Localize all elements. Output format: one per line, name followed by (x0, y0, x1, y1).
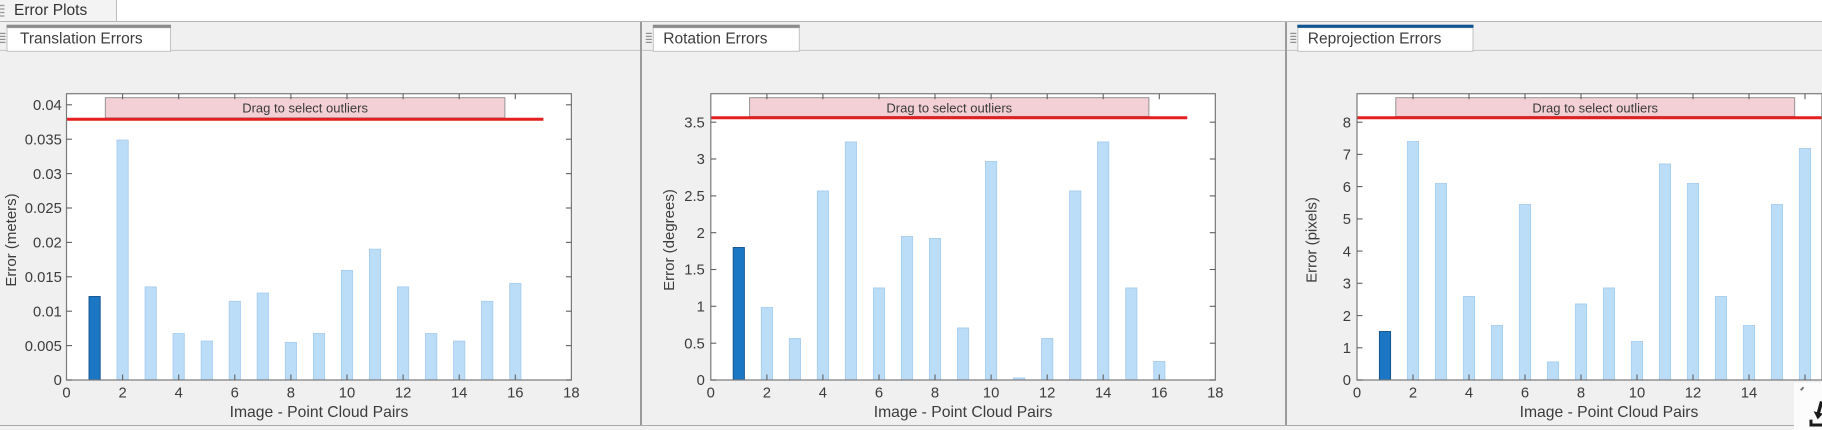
svg-text:4: 4 (1465, 386, 1473, 402)
svg-text:2: 2 (1343, 309, 1351, 325)
svg-text:Image - Point Cloud Pairs: Image - Point Cloud Pairs (874, 404, 1053, 421)
svg-text:Error (meters): Error (meters) (3, 193, 20, 286)
svg-text:10: 10 (339, 386, 355, 402)
svg-text:8: 8 (931, 386, 939, 402)
svg-text:0.015: 0.015 (25, 270, 62, 286)
svg-text:12: 12 (1685, 386, 1701, 402)
svg-text:Drag to select outliers: Drag to select outliers (1532, 101, 1658, 116)
svg-text:0: 0 (62, 386, 70, 402)
svg-text:8: 8 (1577, 386, 1585, 402)
svg-text:6: 6 (875, 386, 883, 402)
svg-text:0.035: 0.035 (25, 132, 62, 148)
svg-text:4: 4 (1343, 244, 1351, 260)
svg-text:5: 5 (1343, 212, 1351, 228)
svg-text:4: 4 (819, 386, 827, 402)
svg-text:Translation Errors: Translation Errors (20, 30, 143, 47)
svg-text:2: 2 (1409, 386, 1417, 402)
svg-text:Image - Point Cloud Pairs: Image - Point Cloud Pairs (1520, 404, 1699, 421)
svg-text:1.5: 1.5 (684, 263, 705, 279)
svg-text:1: 1 (697, 300, 705, 316)
svg-text:0: 0 (1343, 373, 1351, 389)
svg-text:Error (pixels): Error (pixels) (1304, 197, 1321, 283)
svg-text:18: 18 (1207, 386, 1223, 402)
svg-text:8: 8 (1343, 115, 1351, 131)
svg-text:18: 18 (563, 386, 579, 402)
svg-text:Drag to select outliers: Drag to select outliers (886, 101, 1012, 116)
svg-text:Drag to select outliers: Drag to select outliers (242, 101, 368, 116)
svg-text:Rotation Errors: Rotation Errors (663, 30, 767, 47)
svg-text:Reprojection Errors: Reprojection Errors (1308, 30, 1442, 47)
svg-text:14: 14 (1741, 386, 1757, 402)
svg-text:14: 14 (451, 386, 467, 402)
svg-text:1: 1 (1343, 341, 1351, 357)
svg-text:16: 16 (1151, 386, 1167, 402)
svg-text:0.02: 0.02 (33, 236, 62, 252)
svg-text:12: 12 (1039, 386, 1055, 402)
svg-text:10: 10 (983, 386, 999, 402)
svg-text:2: 2 (763, 386, 771, 402)
svg-text:14: 14 (1095, 386, 1111, 402)
svg-text:0.005: 0.005 (25, 339, 62, 355)
svg-text:6: 6 (1521, 386, 1529, 402)
svg-text:10: 10 (1629, 386, 1645, 402)
svg-text:16: 16 (507, 386, 523, 402)
svg-text:8: 8 (287, 386, 295, 402)
svg-text:12: 12 (395, 386, 411, 402)
svg-text:2.5: 2.5 (684, 189, 705, 205)
svg-text:0: 0 (1353, 386, 1361, 402)
svg-text:0: 0 (707, 386, 715, 402)
svg-text:0.5: 0.5 (684, 336, 705, 352)
svg-text:3: 3 (1343, 277, 1351, 293)
svg-text:0: 0 (697, 373, 705, 389)
svg-text:Image - Point Cloud Pairs: Image - Point Cloud Pairs (230, 404, 409, 421)
svg-text:0.03: 0.03 (33, 167, 62, 183)
svg-text:2: 2 (697, 226, 705, 242)
svg-text:3: 3 (697, 152, 705, 168)
svg-text:6: 6 (231, 386, 239, 402)
svg-text:7: 7 (1343, 148, 1351, 164)
svg-text:3.5: 3.5 (684, 115, 705, 131)
svg-text:4: 4 (175, 386, 183, 402)
svg-text:0.01: 0.01 (33, 304, 62, 320)
svg-text:6: 6 (1343, 180, 1351, 196)
svg-text:Error (degrees): Error (degrees) (661, 189, 678, 291)
svg-text:0: 0 (54, 373, 62, 389)
svg-text:0.025: 0.025 (25, 201, 62, 217)
svg-text:2: 2 (118, 386, 126, 402)
svg-text:0.04: 0.04 (33, 98, 62, 114)
